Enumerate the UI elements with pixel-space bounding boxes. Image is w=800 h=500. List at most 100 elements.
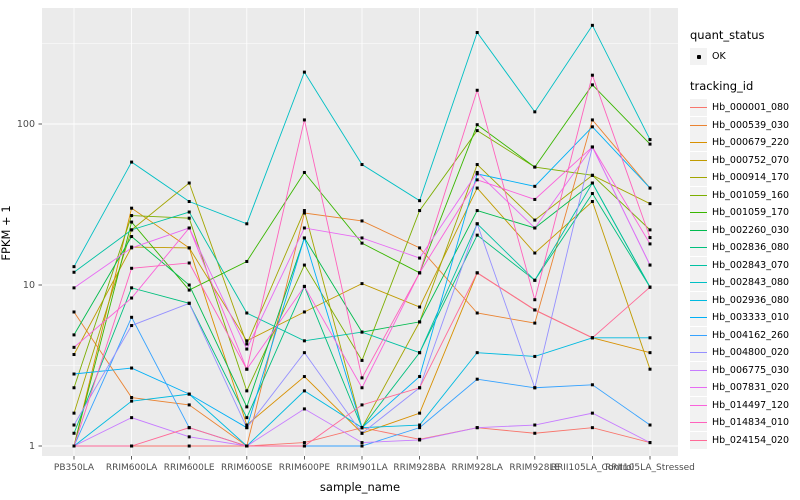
data-point — [648, 263, 652, 267]
legend-item-tracking-id: Hb_014497_120 — [690, 396, 798, 414]
legend-key-box — [690, 221, 707, 239]
data-point — [590, 23, 594, 27]
data-point — [590, 200, 594, 204]
legend-key-box — [690, 396, 707, 414]
data-point — [533, 218, 537, 222]
legend-item-label: Hb_000001_080 — [712, 102, 790, 113]
legend-key-line-icon — [690, 142, 707, 143]
data-point — [590, 73, 594, 77]
legend-key-line-icon — [690, 352, 707, 353]
data-point — [130, 286, 134, 290]
data-point — [302, 351, 306, 355]
legend-key-box — [690, 134, 707, 151]
data-point — [302, 263, 306, 267]
legend-key-box — [690, 309, 707, 326]
data-point — [245, 259, 249, 263]
data-point — [533, 165, 537, 169]
data-point — [130, 160, 134, 164]
data-point — [245, 423, 249, 427]
legend-item-tracking-id: Hb_002836_080 — [690, 239, 798, 256]
data-point — [302, 170, 306, 174]
data-point — [130, 220, 134, 224]
data-point — [360, 403, 364, 407]
legend-key-line-icon — [690, 404, 707, 406]
legend-item-tracking-id: Hb_000001_080 — [690, 99, 798, 116]
data-point — [590, 173, 594, 177]
data-point — [302, 226, 306, 230]
legend-item-tracking-id: Hb_001059_160 — [690, 186, 798, 204]
data-point — [418, 375, 422, 379]
point-marker-icon — [696, 54, 701, 59]
data-point — [187, 181, 191, 185]
legend-key-box — [690, 379, 707, 396]
data-point — [533, 197, 537, 201]
legend-item-label: OK — [712, 51, 726, 62]
tracking-id-legend-items: Hb_000001_080 Hb_000539_030 Hb_000679_220 H… — [690, 99, 798, 449]
data-point — [360, 330, 364, 334]
data-point — [418, 209, 422, 213]
data-point — [302, 236, 306, 240]
x-tick-label: RRIM600SE — [221, 463, 273, 473]
data-point — [187, 226, 191, 230]
legend-item-label: Hb_000679_220 — [712, 137, 790, 148]
data-point — [72, 431, 76, 435]
data-point — [533, 431, 537, 435]
legend-key-box — [690, 361, 707, 379]
data-point — [648, 138, 652, 142]
legend-item-label: Hb_002936_080 — [712, 294, 790, 306]
legend-item-label: Hb_004162_260 — [712, 329, 790, 341]
legend-key-line-icon — [690, 247, 707, 248]
data-point — [590, 426, 594, 430]
data-point — [475, 209, 479, 213]
legend-key-box — [690, 291, 707, 309]
legend-item-tracking-id: Hb_004800_020 — [690, 344, 798, 361]
legend-item-label: Hb_014834_010 — [712, 417, 790, 428]
x-tick-label: RRIM600LE — [164, 463, 215, 473]
data-point — [72, 353, 76, 357]
data-point — [245, 311, 249, 315]
data-point — [72, 310, 76, 314]
data-point — [590, 125, 594, 129]
data-point — [648, 285, 652, 289]
legend-item-tracking-id: Hb_002260_030 — [690, 221, 798, 239]
data-point — [475, 186, 479, 190]
y-axis-title: FPKM + 1 — [0, 205, 13, 261]
data-point — [360, 444, 364, 448]
data-point — [533, 226, 537, 230]
data-point — [648, 142, 652, 146]
data-point — [475, 129, 479, 133]
data-point — [72, 411, 76, 415]
legend-item-label: Hb_006775_030 — [712, 364, 790, 376]
legend-item-label: Hb_001059_160 — [712, 189, 790, 201]
legend-key-box — [690, 169, 707, 186]
data-point — [245, 367, 249, 371]
data-point — [475, 233, 479, 237]
data-point — [187, 403, 191, 407]
data-point — [648, 242, 652, 246]
data-point — [418, 386, 422, 390]
legend-key-box — [690, 48, 707, 65]
legend-key-box — [690, 256, 707, 274]
data-point — [187, 261, 191, 265]
legend-key-line-icon — [690, 439, 707, 441]
legend-key-line-icon — [690, 229, 707, 231]
quant-status-legend-title: quant_status — [690, 28, 765, 42]
quant-status-legend: quant_status OK — [690, 28, 798, 65]
legend-item-label: Hb_002260_030 — [712, 224, 790, 236]
legend-key-line-icon — [690, 334, 707, 336]
data-point — [533, 308, 537, 312]
legend-key-box — [690, 326, 707, 344]
x-tick-label: RRIM600LA — [106, 463, 158, 473]
data-point — [418, 246, 422, 250]
legend-item-label: Hb_007831_020 — [712, 382, 790, 393]
data-point — [590, 411, 594, 415]
data-point — [475, 88, 479, 92]
data-point — [72, 372, 76, 376]
legend-key-box — [690, 239, 707, 256]
data-point — [245, 416, 249, 420]
legend-item-tracking-id: Hb_000679_220 — [690, 134, 798, 151]
data-point — [418, 411, 422, 415]
data-point — [302, 209, 306, 213]
data-point — [72, 286, 76, 290]
